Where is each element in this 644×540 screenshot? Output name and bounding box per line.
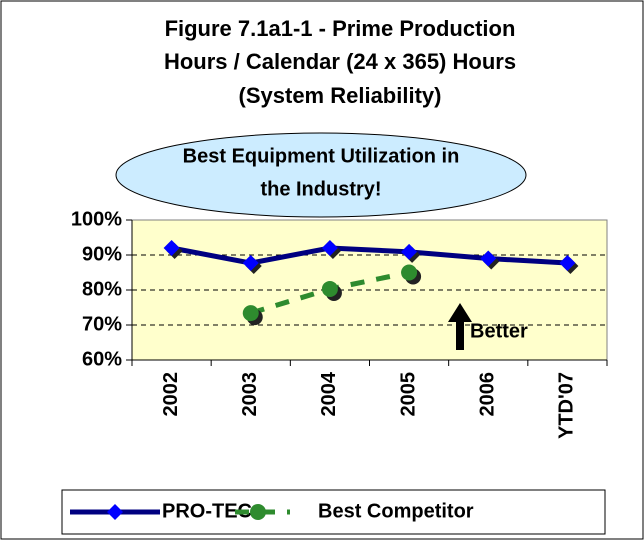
x-tick-label: YTD'07 bbox=[556, 372, 578, 439]
y-tick-label: 100% bbox=[71, 208, 122, 230]
marker bbox=[401, 264, 418, 281]
marker bbox=[401, 243, 418, 260]
plot-layer: 60% 70% 80% 90% 100% 2002 2003 2004 2005 2006 YTD'… bbox=[70, 208, 608, 522]
y-tick-label: 70% bbox=[82, 313, 122, 335]
legend-label: PRO-TEC bbox=[162, 500, 252, 522]
chart-title: Figure 7.1a1-1 - Prime Production bbox=[165, 16, 516, 41]
marker bbox=[321, 240, 338, 256]
series-line bbox=[171, 245, 568, 266]
marker bbox=[559, 255, 576, 272]
marker bbox=[242, 305, 259, 322]
marker bbox=[321, 280, 338, 297]
y-tick-label: 90% bbox=[82, 243, 122, 265]
y-tick-label: 80% bbox=[82, 278, 122, 300]
y-tick-label: 60% bbox=[82, 348, 122, 370]
arrow bbox=[448, 303, 472, 350]
x-tick-label: 2002 bbox=[160, 372, 182, 417]
callout-text: the Industry! bbox=[260, 178, 381, 200]
x-tick-label: 2006 bbox=[477, 372, 499, 417]
legend-marker bbox=[107, 504, 123, 520]
chart-title: (System Reliability) bbox=[239, 83, 442, 108]
legend-marker bbox=[250, 504, 266, 520]
marker bbox=[480, 250, 497, 267]
x-tick-label: 2004 bbox=[318, 371, 340, 416]
callout-text: Best Equipment Utilization in bbox=[183, 145, 460, 167]
chart-title: Hours / Calendar (24 x 365) Hours bbox=[164, 49, 516, 74]
annotation: Better bbox=[470, 320, 528, 342]
x-tick-label: 2003 bbox=[239, 372, 261, 417]
callout-ellipse bbox=[115, 132, 527, 218]
marker bbox=[242, 255, 259, 272]
legend-label: Best Competitor bbox=[318, 500, 474, 522]
marker bbox=[163, 240, 180, 256]
better-arrow bbox=[448, 303, 472, 350]
x-tick-label: 2005 bbox=[397, 372, 419, 417]
